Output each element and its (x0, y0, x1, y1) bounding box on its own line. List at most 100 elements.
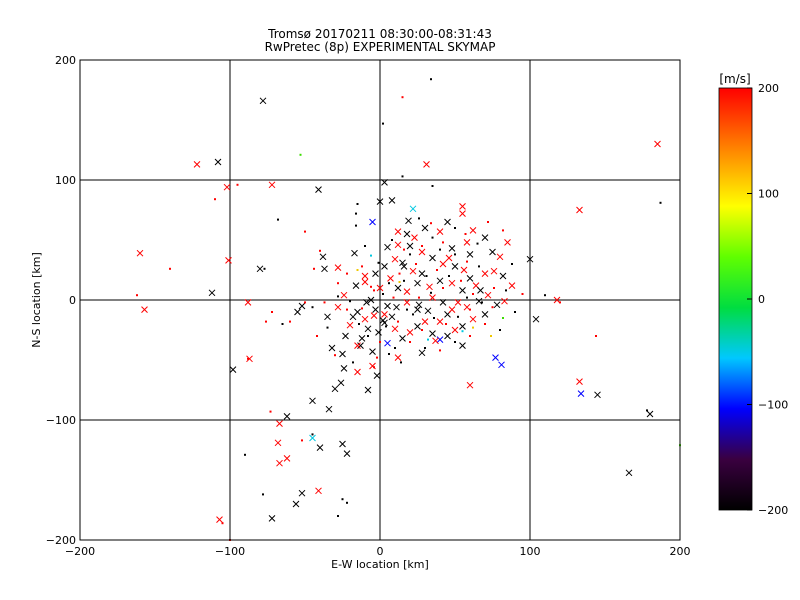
data-point-cross (391, 325, 399, 333)
data-point-dot (487, 221, 489, 223)
data-point-dot (406, 308, 408, 311)
data-point-dot (493, 287, 495, 289)
data-point-cross (394, 284, 402, 292)
data-point-cross (354, 368, 361, 376)
data-point-cross (384, 243, 391, 251)
data-point-cross (432, 337, 439, 345)
data-point-cross (141, 306, 148, 313)
data-point-cross (459, 342, 466, 349)
data-point-cross (369, 348, 376, 355)
data-point-cross (315, 186, 322, 193)
data-point-dot (397, 320, 399, 323)
data-point-dot (439, 248, 441, 251)
data-point-dot (409, 341, 411, 343)
data-point-dot (355, 212, 357, 215)
colorbar-ticks: 200 100 0 −100 −200 (747, 82, 788, 517)
data-point-cross (292, 500, 300, 508)
data-point-cross (646, 410, 654, 418)
y-tick-label: 100 (55, 174, 76, 187)
data-point-cross (223, 183, 231, 191)
data-point-dot (136, 294, 138, 297)
data-point-cross (387, 275, 394, 282)
data-point-dot (476, 242, 479, 245)
data-point-cross (424, 307, 432, 315)
data-point-cross (460, 266, 468, 274)
data-point-cross (403, 288, 411, 295)
data-point-dot (400, 361, 402, 364)
data-point-dot (304, 230, 306, 233)
data-point-cross (388, 197, 396, 204)
data-point-cross (481, 234, 489, 241)
data-point-cross (246, 355, 253, 363)
data-point-dot (214, 198, 216, 201)
data-point-cross (439, 260, 447, 268)
data-point-dot (514, 311, 516, 313)
data-point-cross (384, 339, 391, 347)
data-point-dot (424, 347, 426, 349)
data-point-cross (498, 361, 505, 369)
data-point-cross (340, 291, 348, 299)
data-point-dot (271, 311, 273, 313)
data-point-dot (484, 323, 486, 325)
x-axis-label: E-W location [km] (331, 558, 429, 571)
data-point-dot (502, 317, 504, 319)
data-point-cross (369, 218, 376, 226)
data-point-dot (521, 293, 524, 295)
data-point-cross (448, 245, 456, 252)
data-point-cross (463, 239, 471, 246)
data-point-cross (418, 270, 426, 277)
data-point-cross (414, 279, 421, 287)
data-point-cross (391, 255, 399, 263)
data-point-dot (373, 366, 375, 369)
data-point-cross (298, 489, 306, 497)
x-tick-label: −200 (65, 545, 95, 558)
data-point-cross (436, 336, 444, 343)
data-point-cross (492, 354, 499, 361)
data-point-cross (324, 313, 331, 321)
data-point-dot (388, 353, 390, 355)
data-point-dot (376, 356, 378, 359)
data-point-dot (431, 185, 434, 187)
data-point-cross (394, 241, 402, 249)
chart-title: Tromsø 20170211 08:30:00-08:31:43 (267, 27, 492, 41)
data-point-cross (576, 378, 583, 385)
data-point-dot (377, 261, 380, 264)
data-point-cross (504, 239, 511, 246)
y-tick-label: −200 (46, 534, 76, 547)
data-point-dot (448, 275, 450, 277)
data-point-dot (481, 301, 483, 304)
data-point-cross (381, 263, 388, 270)
data-point-dot (478, 265, 480, 268)
data-point-cross (448, 306, 456, 313)
data-point-dot (427, 338, 429, 341)
data-point-dot (403, 279, 405, 282)
data-point-dot (388, 282, 390, 285)
data-point-cross (357, 342, 364, 349)
colorbar-label: [m/s] (719, 72, 750, 86)
data-point-cross (352, 282, 360, 289)
data-point-cross (376, 284, 384, 292)
data-point-dot (392, 296, 395, 299)
chart-subtitle: RwPretec (8p) EXPERIMENTAL SKYMAP (265, 40, 496, 54)
data-point-cross (444, 332, 451, 340)
data-point-dot (277, 218, 279, 221)
data-point-cross (421, 224, 429, 232)
data-point-cross (394, 354, 402, 361)
data-point-cross (351, 249, 358, 257)
data-point-dot (454, 253, 456, 256)
data-point-dot (319, 249, 321, 252)
data-point-dot (349, 300, 351, 303)
data-point-cross (459, 203, 466, 210)
data-point-dot (544, 294, 546, 297)
data-point-dot (472, 293, 474, 295)
colorbar-tick-label: 200 (758, 82, 779, 95)
data-point-dot (358, 323, 360, 325)
data-point-dot (401, 175, 404, 178)
data-point-cross (298, 302, 306, 310)
data-point-dot (421, 329, 423, 331)
data-point-cross (403, 299, 411, 306)
data-point-cross (373, 372, 381, 379)
data-point-cross (216, 516, 223, 523)
data-point-cross (225, 257, 232, 264)
data-points (136, 78, 681, 541)
